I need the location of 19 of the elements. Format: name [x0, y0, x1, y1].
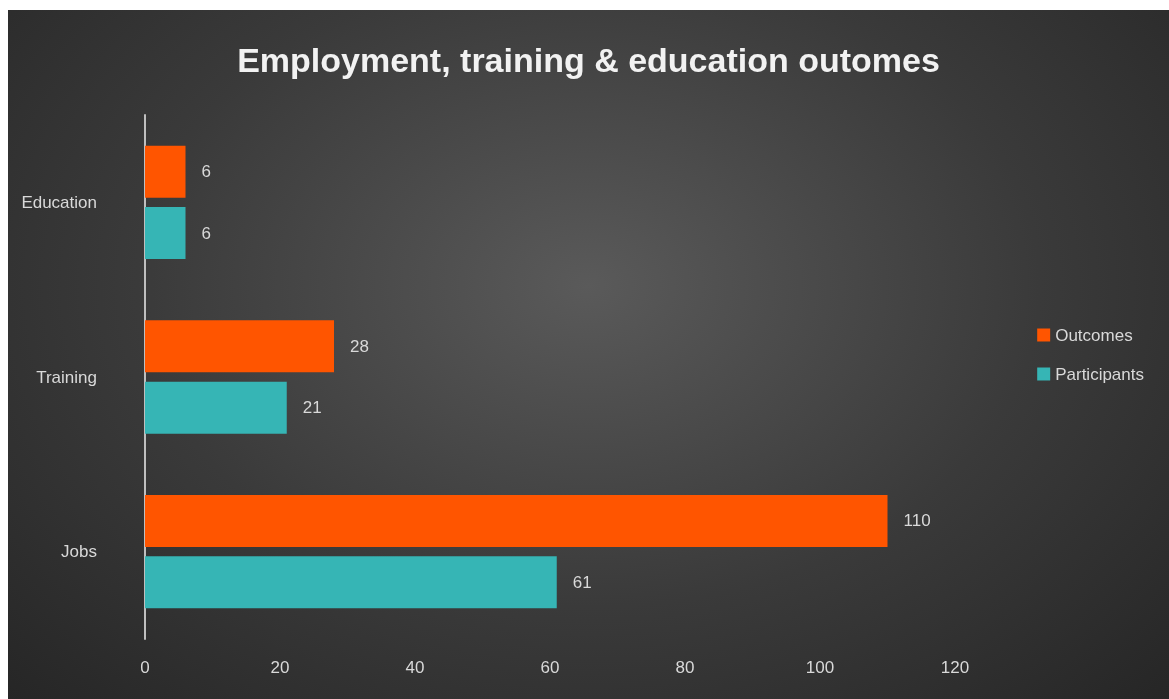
x-tick-label: 40: [405, 658, 425, 677]
y-tick-label: Education: [21, 192, 97, 212]
x-tick-label: 80: [675, 658, 695, 677]
legend-label: Participants: [1055, 364, 1145, 384]
y-tick-label: Jobs: [61, 542, 97, 562]
data-label: 6: [201, 162, 211, 182]
data-label: 6: [201, 223, 211, 243]
legend-label: Outcomes: [1055, 325, 1133, 345]
data-label: 61: [572, 572, 592, 592]
data-label: 110: [903, 511, 931, 531]
chart-title: Employment, training & education outomes: [237, 41, 940, 79]
data-label: 28: [350, 336, 369, 356]
x-tick-label: 100: [805, 658, 835, 677]
x-tick-label: 60: [540, 658, 560, 677]
x-tick-label: 120: [940, 658, 970, 677]
x-tick-label: 0: [140, 658, 150, 677]
data-label: 21: [302, 398, 322, 418]
x-tick-label: 20: [270, 658, 290, 677]
y-tick-label: Training: [36, 367, 97, 387]
